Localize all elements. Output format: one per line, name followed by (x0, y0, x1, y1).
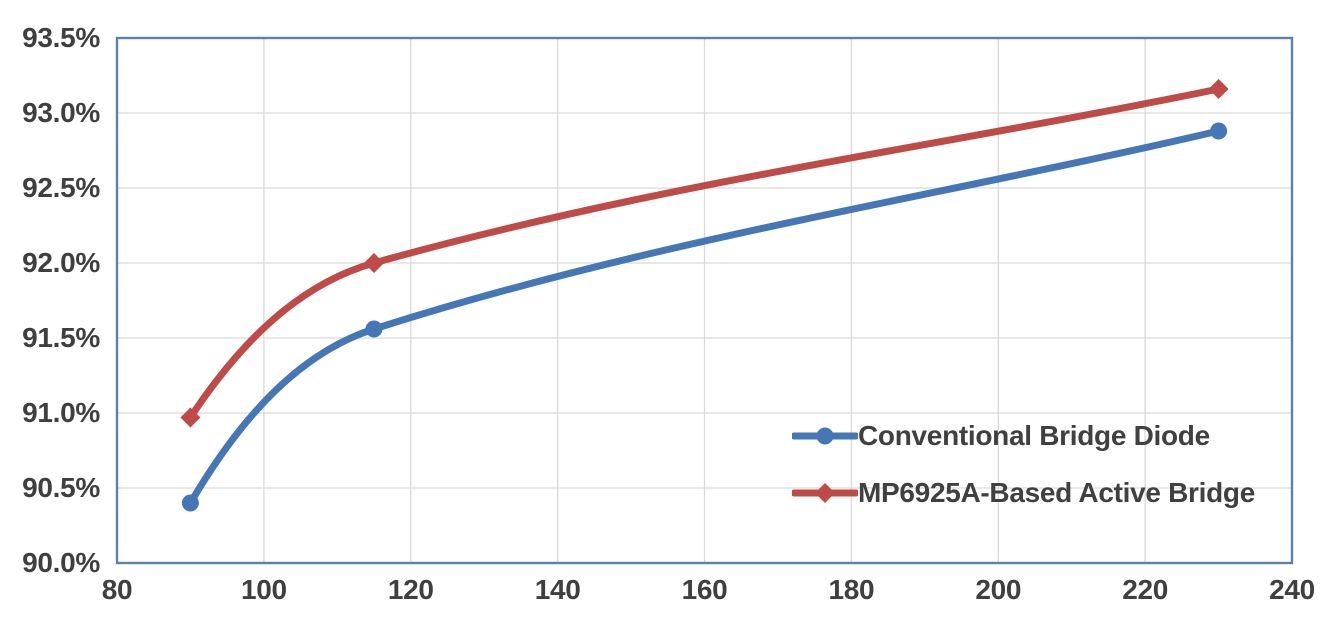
x-axis-label-240: 240 (1269, 574, 1315, 605)
y-axis-label-93.5%: 93.5% (22, 22, 100, 53)
x-axis-label-80: 80 (101, 574, 133, 605)
data-point-marker-diamond (1208, 79, 1229, 99)
data-point-marker-circle (1210, 122, 1228, 140)
series-line (186, 127, 1223, 507)
legend-label: MP6925A-Based Active Bridge (858, 477, 1256, 508)
series-mp6925a-based-active-bridge (180, 79, 1229, 428)
y-axis-label-91.0%: 91.0% (22, 397, 100, 428)
y-axis-label-92.0%: 92.0% (22, 247, 100, 278)
data-point-marker-circle (365, 320, 383, 338)
x-axis-label-100: 100 (240, 574, 287, 605)
y-axis-label-93.0%: 93.0% (22, 97, 100, 128)
x-axis-label-140: 140 (534, 574, 581, 605)
legend-label: Conventional Bridge Diode (858, 420, 1210, 451)
legend-item-mp6925a-active-bridge: MP6925A-Based Active Bridge (792, 477, 1255, 509)
legend-marker-diamond (815, 483, 835, 503)
x-axis-label-220: 220 (1122, 574, 1169, 605)
series-conventional-bridge-diode (181, 122, 1228, 512)
y-axis-label-92.5%: 92.5% (22, 172, 100, 203)
legend-item-conventional-bridge-diode: Conventional Bridge Diode (792, 420, 1255, 452)
legend: Conventional Bridge Diode MP6925A-Based … (792, 420, 1255, 509)
y-axis-label-90.5%: 90.5% (22, 472, 100, 503)
legend-swatch-diamond-icon (792, 483, 858, 503)
x-axis-label-160: 160 (681, 574, 728, 605)
plot-border (115, 36, 1294, 565)
legend-swatch-circle-icon (792, 427, 858, 445)
legend-marker-circle (816, 427, 834, 445)
y-axis-label-90.0%: 90.0% (22, 547, 100, 578)
x-axis-label-120: 120 (387, 574, 434, 605)
x-axis-label-180: 180 (828, 574, 875, 605)
data-point-marker-diamond (180, 407, 201, 428)
series-line (186, 85, 1223, 421)
y-axis-label-91.5%: 91.5% (22, 322, 100, 353)
data-point-marker-diamond (364, 253, 384, 273)
data-point-marker-circle (181, 494, 199, 512)
x-axis-label-200: 200 (975, 574, 1022, 605)
